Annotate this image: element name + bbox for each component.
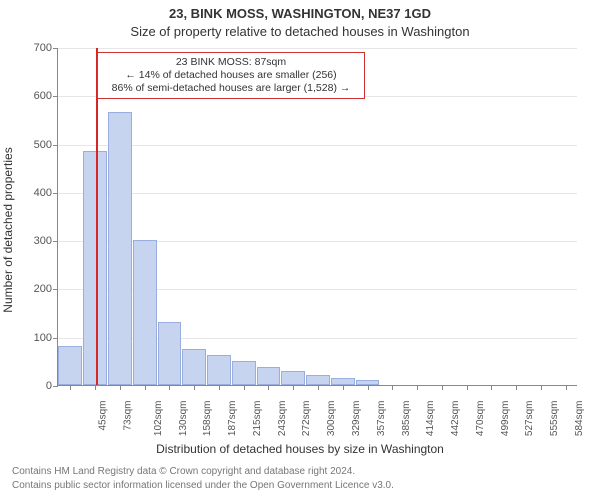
x-tick-mark <box>120 385 121 390</box>
x-tick-label: 187sqm <box>227 401 238 437</box>
histogram-bar <box>306 375 330 385</box>
gridline <box>58 145 577 146</box>
x-tick-label: 73sqm <box>123 401 134 431</box>
histogram-bar <box>158 322 182 385</box>
x-tick-label: 555sqm <box>549 401 560 437</box>
x-tick-label: 357sqm <box>376 401 387 437</box>
x-tick-mark <box>467 385 468 390</box>
gridline <box>58 48 577 49</box>
x-tick-mark <box>244 385 245 390</box>
x-tick-mark <box>169 385 170 390</box>
y-tick-label: 0 <box>46 380 58 392</box>
histogram-bar <box>232 361 256 385</box>
x-tick-mark <box>70 385 71 390</box>
y-tick-label: 100 <box>34 332 58 344</box>
histogram-bar <box>257 367 281 385</box>
y-tick-label: 500 <box>34 139 58 151</box>
x-tick-mark <box>343 385 344 390</box>
annotation-line: ← 14% of detached houses are smaller (25… <box>104 69 358 82</box>
histogram-bar <box>108 112 132 385</box>
x-tick-label: 414sqm <box>425 401 436 437</box>
x-tick-label: 442sqm <box>450 401 461 437</box>
y-tick-label: 200 <box>34 283 58 295</box>
x-tick-label: 243sqm <box>277 401 288 437</box>
x-tick-mark <box>491 385 492 390</box>
x-tick-label: 329sqm <box>351 401 362 437</box>
histogram-bar <box>356 380 380 385</box>
x-tick-label: 45sqm <box>98 401 109 431</box>
x-tick-mark <box>318 385 319 390</box>
histogram-bar <box>83 151 107 385</box>
x-tick-mark <box>417 385 418 390</box>
annotation-line: 23 BINK MOSS: 87sqm <box>104 56 358 69</box>
y-tick-label: 400 <box>34 187 58 199</box>
histogram-bar <box>331 378 355 385</box>
x-tick-mark <box>95 385 96 390</box>
x-tick-label: 300sqm <box>326 401 337 437</box>
histogram-bar <box>182 349 206 385</box>
x-tick-label: 215sqm <box>252 401 263 437</box>
x-tick-label: 158sqm <box>203 401 214 437</box>
y-tick-label: 700 <box>34 42 58 54</box>
chart-title-line2: Size of property relative to detached ho… <box>0 24 600 39</box>
x-tick-label: 470sqm <box>475 401 486 437</box>
x-tick-label: 385sqm <box>401 401 412 437</box>
histogram-bar <box>58 346 82 385</box>
gridline <box>58 193 577 194</box>
histogram-bar <box>281 371 305 385</box>
x-tick-mark <box>566 385 567 390</box>
x-tick-mark <box>541 385 542 390</box>
histogram-bar <box>133 240 157 385</box>
x-tick-label: 272sqm <box>302 401 313 437</box>
x-tick-label: 527sqm <box>524 401 535 437</box>
x-tick-mark <box>392 385 393 390</box>
histogram-bar <box>207 355 231 385</box>
x-axis-label: Distribution of detached houses by size … <box>0 442 600 456</box>
x-tick-label: 499sqm <box>500 401 511 437</box>
annotation-box: 23 BINK MOSS: 87sqm← 14% of detached hou… <box>97 52 365 99</box>
x-tick-mark <box>293 385 294 390</box>
y-axis-label: Number of detached properties <box>1 147 15 312</box>
x-tick-mark <box>368 385 369 390</box>
x-tick-label: 584sqm <box>574 401 585 437</box>
x-tick-label: 130sqm <box>178 401 189 437</box>
y-tick-label: 300 <box>34 235 58 247</box>
footer-line-1: Contains HM Land Registry data © Crown c… <box>12 466 355 477</box>
x-tick-mark <box>194 385 195 390</box>
x-tick-label: 102sqm <box>153 401 164 437</box>
chart-title-line1: 23, BINK MOSS, WASHINGTON, NE37 1GD <box>0 6 600 21</box>
x-tick-mark <box>219 385 220 390</box>
x-tick-mark <box>145 385 146 390</box>
y-tick-label: 600 <box>34 90 58 102</box>
annotation-line: 86% of semi-detached houses are larger (… <box>104 82 358 95</box>
x-tick-mark <box>516 385 517 390</box>
x-tick-mark <box>268 385 269 390</box>
x-tick-mark <box>442 385 443 390</box>
footer-line-2: Contains public sector information licen… <box>12 480 394 491</box>
